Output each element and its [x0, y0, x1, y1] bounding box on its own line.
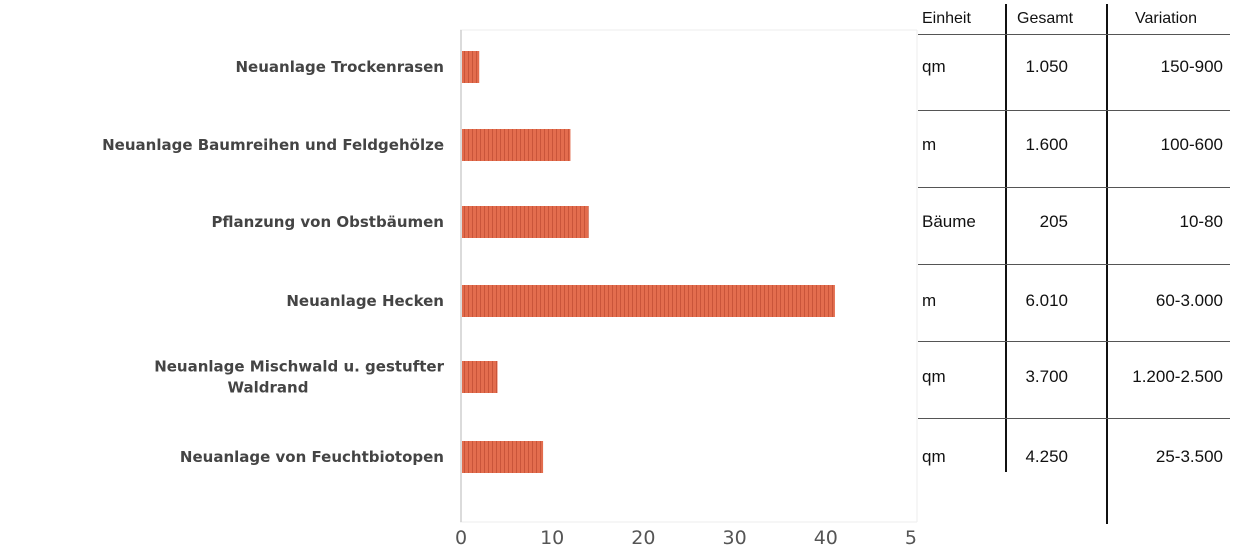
x-tick-label-0: 0: [455, 527, 467, 548]
table-cell-r1-unit: m: [922, 135, 937, 154]
bar-chart: Neuanlage Trockenrasen Neuanlage Baumreih…: [102, 29, 918, 548]
category-label-1: Neuanlage Baumreihen und Feldgehölze: [102, 136, 444, 154]
table-cell-r1-variation: 100-600: [1160, 135, 1223, 154]
table-column-divider-0: [1005, 4, 1007, 472]
table-cell-r1-total: 1.600: [1025, 135, 1068, 154]
bar-0: [462, 51, 480, 83]
table-cell-r3-unit: m: [922, 291, 937, 310]
x-tick-label-5: 50: [905, 527, 918, 548]
table-cell-r4-variation: 1.200-2.500: [1132, 367, 1223, 386]
table-cell-r4-unit: qm: [922, 367, 946, 386]
table-cell-r2-variation: 10-80: [1179, 212, 1223, 231]
table-row-divider-3: [918, 264, 1230, 265]
plot-area: [460, 29, 918, 523]
bar-3: [462, 285, 835, 317]
x-tick-label-2: 20: [631, 527, 655, 548]
table-row-divider-2: [918, 187, 1230, 188]
category-label-2: Pflanzung von Obstbäumen: [211, 213, 444, 231]
table-cell-r3-variation: 60-3.000: [1155, 291, 1223, 310]
bar-2: [462, 206, 589, 238]
table-row-divider-4: [918, 341, 1230, 342]
table-cell-r0-variation: 150-900: [1160, 57, 1223, 76]
table-cell-r5-variation: 25-3.500: [1155, 447, 1223, 466]
table-cell-r2-total: 205: [1039, 212, 1068, 231]
table-cell-r5-unit: qm: [922, 447, 946, 466]
bar-5: [462, 441, 544, 473]
table-cell-r4-total: 3.700: [1025, 367, 1068, 386]
table-header-unit: Einheit: [922, 10, 971, 27]
table-header-total: Gesamt: [1017, 10, 1074, 27]
x-tick-label-4: 40: [814, 527, 838, 548]
x-tick-label-1: 10: [540, 527, 564, 548]
table-cell-r3-total: 6.010: [1025, 291, 1068, 310]
category-label-5: Neuanlage von Feuchtbiotopen: [180, 448, 444, 466]
table-cell-r0-unit: qm: [922, 57, 946, 76]
category-label-4-line-0: Neuanlage Mischwald u. gestufter: [154, 358, 444, 376]
table-row-divider-5: [918, 418, 1230, 419]
summary-table: Einheit Gesamt Variation qm 1.050 150-900 m 1.6…: [918, 0, 1230, 524]
category-label-0: Neuanlage Trockenrasen: [235, 58, 444, 76]
bar-1: [462, 129, 571, 161]
category-label-4-line-1: Waldrand: [228, 379, 309, 397]
bar-4: [462, 361, 498, 393]
table-header-variation: Variation: [1135, 10, 1197, 27]
category-label-3: Neuanlage Hecken: [286, 292, 444, 310]
table-row-divider-0: [918, 34, 1230, 35]
table-cell-r2-unit: Bäume: [922, 212, 976, 231]
x-tick-label-3: 30: [723, 527, 747, 548]
table-cell-r0-total: 1.050: [1025, 57, 1068, 76]
table-cell-r5-total: 4.250: [1025, 447, 1068, 466]
table-row-divider-1: [918, 110, 1230, 111]
